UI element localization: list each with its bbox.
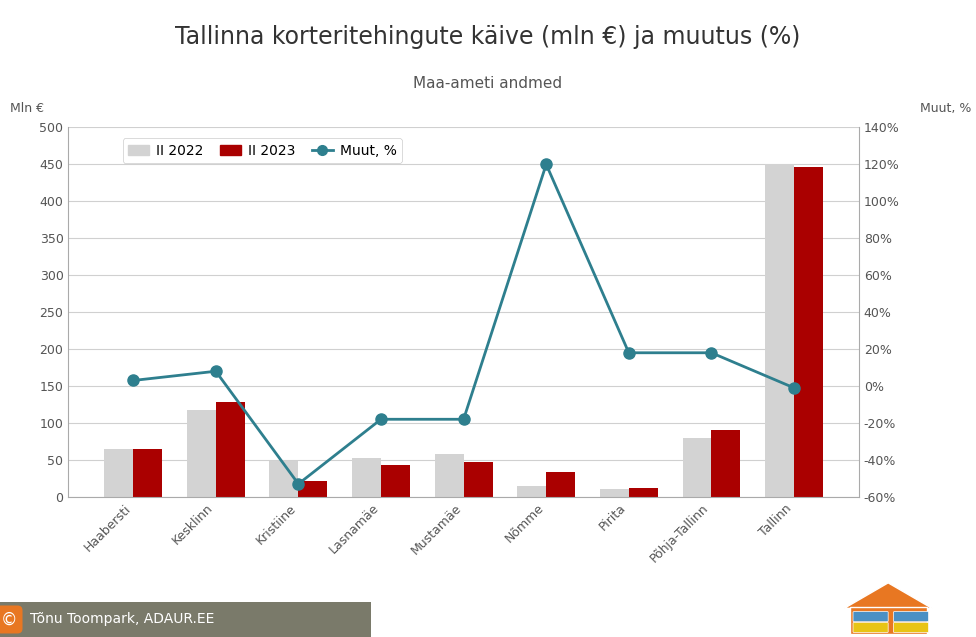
Muut, % (623, 349, 634, 357)
Text: ©: © (1, 610, 18, 629)
Bar (216, 403, 245, 497)
Bar (269, 461, 299, 497)
Bar (600, 489, 629, 497)
Muut, % (541, 161, 552, 168)
Bar (381, 465, 410, 497)
Bar (352, 458, 381, 497)
Bar (629, 488, 658, 497)
Muut, % (293, 480, 305, 488)
Legend: II 2022, II 2023, Muut, %: II 2022, II 2023, Muut, % (123, 138, 402, 163)
FancyBboxPatch shape (893, 622, 928, 633)
Bar (682, 438, 712, 497)
Muut, % (375, 415, 386, 423)
FancyBboxPatch shape (893, 612, 928, 622)
Muut, % (210, 368, 222, 375)
Line: Muut, %: Muut, % (128, 159, 799, 489)
Bar (517, 486, 547, 497)
FancyBboxPatch shape (853, 622, 888, 633)
FancyBboxPatch shape (853, 612, 888, 622)
Text: Maa-ameti andmed: Maa-ameti andmed (414, 76, 562, 92)
FancyBboxPatch shape (849, 607, 927, 634)
Bar (712, 431, 741, 497)
Muut, % (706, 349, 717, 357)
Bar (464, 462, 493, 497)
Bar (765, 164, 794, 497)
Bar (133, 449, 162, 497)
Bar (104, 449, 133, 497)
Bar (299, 480, 327, 497)
Muut, % (789, 384, 800, 392)
Bar (547, 473, 575, 497)
Muut, % (127, 376, 139, 384)
Bar (794, 166, 823, 497)
Muut, % (458, 415, 469, 423)
Text: Muut, %: Muut, % (919, 102, 971, 115)
Bar (186, 410, 216, 497)
Polygon shape (844, 583, 932, 608)
Text: Mln €: Mln € (10, 102, 44, 115)
Text: Tallinna korteritehingute käive (mln €) ja muutus (%): Tallinna korteritehingute käive (mln €) … (176, 25, 800, 50)
Text: Tõnu Toompark, ADAUR.EE: Tõnu Toompark, ADAUR.EE (29, 613, 214, 626)
Bar (434, 454, 464, 497)
